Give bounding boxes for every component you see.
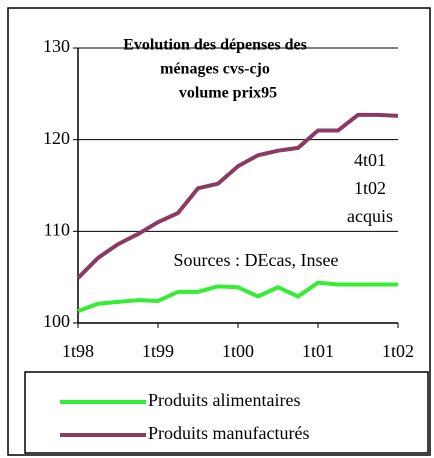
legend-label: Produits manufacturés: [148, 423, 309, 443]
y-tick-label: 110: [44, 219, 70, 239]
chart-title: ménages cvs-cjo: [160, 61, 270, 78]
x-tick-label: 1t00: [222, 341, 254, 361]
y-tick-label: 100: [43, 311, 70, 331]
x-tick-label: 1t02: [382, 341, 414, 361]
chart-title: volume prix95: [179, 85, 277, 102]
annotation: 1t02: [354, 178, 386, 198]
line-series: [77, 280, 398, 313]
y-tick-label: 130: [43, 36, 70, 56]
y-tick-label: 120: [43, 128, 70, 148]
x-tick-label: 1t01: [302, 341, 334, 361]
x-tick-label: 1t99: [142, 341, 174, 361]
annotation: Sources : DEcas, Insee: [174, 250, 339, 270]
annotation: acquis: [347, 206, 393, 226]
chart-title: Evolution des dépenses des: [123, 37, 307, 54]
line-series: [76, 112, 399, 280]
legend-label: Produits alimentaires: [148, 390, 300, 410]
x-tick-label: 1t98: [62, 341, 94, 361]
legend-box: [24, 371, 429, 454]
annotation: 4t01: [354, 150, 386, 170]
